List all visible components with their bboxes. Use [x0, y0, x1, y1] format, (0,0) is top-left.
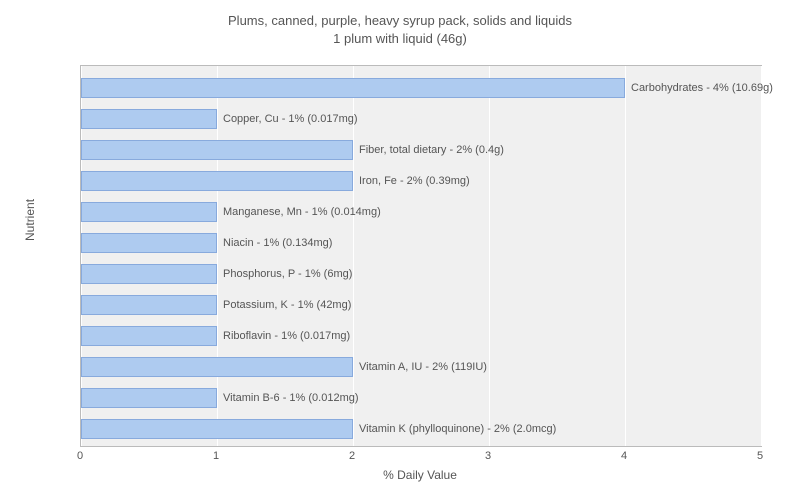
title-line2: 1 plum with liquid (46g): [0, 30, 800, 48]
bar-row: Carbohydrates - 4% (10.69g): [81, 76, 761, 100]
x-tick-label: 2: [349, 450, 355, 462]
bar: [81, 202, 217, 222]
bar: [81, 388, 217, 408]
y-axis-label: Nutrient: [23, 199, 37, 241]
bar-label: Niacin - 1% (0.134mg): [217, 233, 332, 253]
bar-row: Vitamin B-6 - 1% (0.012mg): [81, 386, 761, 410]
chart-container: Plums, canned, purple, heavy syrup pack,…: [0, 0, 800, 500]
x-tick-label: 1: [213, 450, 219, 462]
bar-label: Phosphorus, P - 1% (6mg): [217, 264, 352, 284]
bar-label: Manganese, Mn - 1% (0.014mg): [217, 202, 381, 222]
bar-row: Manganese, Mn - 1% (0.014mg): [81, 200, 761, 224]
bar: [81, 171, 353, 191]
bar: [81, 419, 353, 439]
bar: [81, 233, 217, 253]
bar: [81, 357, 353, 377]
x-tick-label: 5: [757, 450, 763, 462]
title-line1: Plums, canned, purple, heavy syrup pack,…: [0, 12, 800, 30]
bars-group: Carbohydrates - 4% (10.69g) Copper, Cu - …: [81, 66, 761, 446]
bar-row: Copper, Cu - 1% (0.017mg): [81, 107, 761, 131]
bar: [81, 140, 353, 160]
bar-row: Vitamin K (phylloquinone) - 2% (2.0mcg): [81, 417, 761, 441]
bar-row: Riboflavin - 1% (0.017mg): [81, 324, 761, 348]
bar: [81, 326, 217, 346]
x-tick-label: 0: [77, 450, 83, 462]
bar-row: Vitamin A, IU - 2% (119IU): [81, 355, 761, 379]
x-tick-label: 3: [485, 450, 491, 462]
bar-label: Potassium, K - 1% (42mg): [217, 295, 351, 315]
bar-row: Iron, Fe - 2% (0.39mg): [81, 169, 761, 193]
x-tick-label: 4: [621, 450, 627, 462]
gridline: [761, 66, 762, 446]
bar-row: Niacin - 1% (0.134mg): [81, 231, 761, 255]
bar-label: Fiber, total dietary - 2% (0.4g): [353, 140, 504, 160]
chart-title: Plums, canned, purple, heavy syrup pack,…: [0, 0, 800, 48]
bar-label: Vitamin A, IU - 2% (119IU): [353, 357, 487, 377]
bar-label: Vitamin K (phylloquinone) - 2% (2.0mcg): [353, 419, 556, 439]
bar: [81, 295, 217, 315]
plot-area: Carbohydrates - 4% (10.69g) Copper, Cu - …: [80, 65, 762, 447]
bar: [81, 78, 625, 98]
bar-label: Carbohydrates - 4% (10.69g): [625, 78, 773, 98]
bar-label: Riboflavin - 1% (0.017mg): [217, 326, 350, 346]
x-axis: 012345 % Daily Value: [80, 446, 760, 476]
x-axis-label: % Daily Value: [383, 468, 457, 482]
bar-row: Potassium, K - 1% (42mg): [81, 293, 761, 317]
bar-label: Copper, Cu - 1% (0.017mg): [217, 109, 358, 129]
bar-row: Fiber, total dietary - 2% (0.4g): [81, 138, 761, 162]
bar: [81, 264, 217, 284]
bar-row: Phosphorus, P - 1% (6mg): [81, 262, 761, 286]
bar: [81, 109, 217, 129]
bar-label: Iron, Fe - 2% (0.39mg): [353, 171, 470, 191]
bar-label: Vitamin B-6 - 1% (0.012mg): [217, 388, 359, 408]
